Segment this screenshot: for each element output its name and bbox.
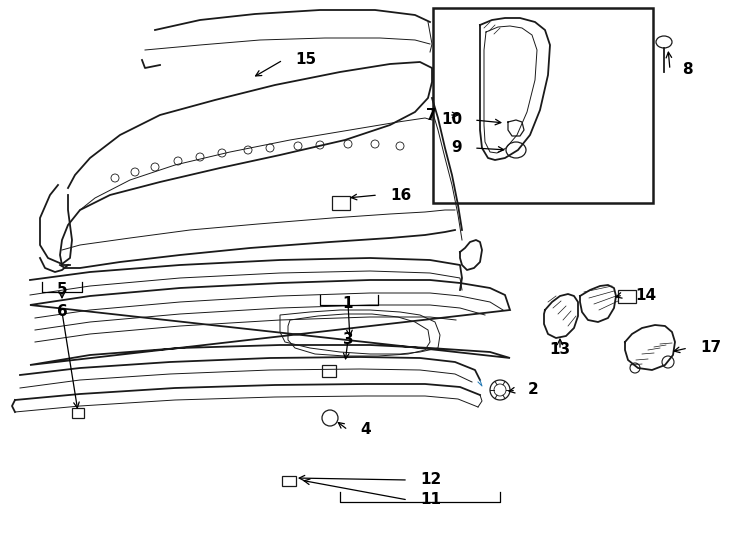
Bar (433, 8, 653, 203)
Text: 7: 7 (426, 107, 437, 123)
Text: 16: 16 (390, 187, 411, 202)
Text: 10: 10 (441, 112, 462, 127)
Text: 1: 1 (343, 295, 353, 310)
Text: 12: 12 (420, 472, 441, 488)
Text: 6: 6 (57, 305, 68, 320)
Text: 15: 15 (295, 52, 316, 68)
Text: 8: 8 (682, 63, 693, 78)
Text: 14: 14 (635, 287, 656, 302)
Text: 11: 11 (420, 492, 441, 508)
Text: 5: 5 (57, 282, 68, 298)
Text: 13: 13 (550, 342, 570, 357)
Text: 4: 4 (360, 422, 371, 437)
Text: 17: 17 (700, 341, 721, 355)
Text: 9: 9 (451, 140, 462, 156)
Text: 2: 2 (528, 382, 539, 397)
Text: 3: 3 (343, 333, 353, 348)
